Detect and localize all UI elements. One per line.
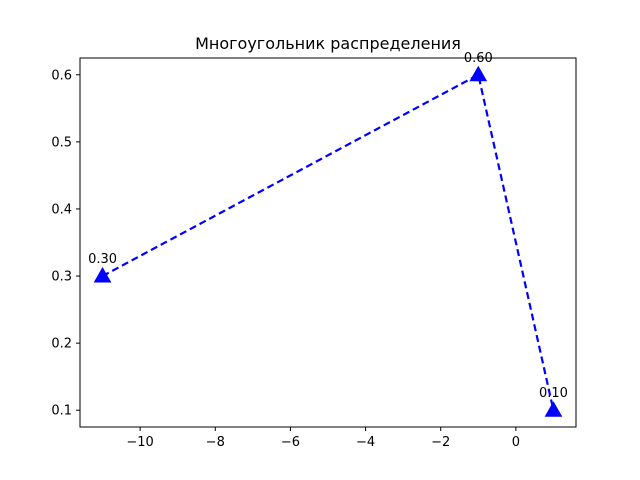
y-axis: 0.1 0.2 0.3 0.4 0.5 0.6: [51, 68, 80, 419]
x-tick-label: −10: [126, 435, 153, 450]
x-tick-label: −4: [356, 435, 375, 450]
data-point: [544, 401, 563, 417]
x-tick-label: −6: [281, 435, 300, 450]
x-axis: −10 −8 −6 −4 −2 0: [126, 427, 520, 450]
y-tick-label: 0.4: [51, 202, 72, 217]
y-tick-label: 0.3: [51, 270, 72, 285]
y-tick-label: 0.2: [51, 337, 72, 352]
data-point: [93, 267, 112, 283]
data-point: [469, 65, 488, 82]
data-label: 0.60: [464, 51, 493, 66]
x-tick-label: −8: [206, 435, 225, 450]
y-tick-label: 0.6: [51, 68, 72, 83]
series-layer: 0.30 0.60 0.10: [88, 51, 568, 417]
x-tick-label: −2: [431, 435, 450, 450]
data-label: 0.30: [88, 252, 117, 267]
chart-title: Многоугольник распределения: [195, 34, 461, 53]
plot-area: [79, 57, 577, 428]
series-line: [102, 73, 555, 411]
data-label: 0.10: [539, 386, 568, 401]
y-tick-label: 0.5: [51, 135, 72, 150]
y-tick-label: 0.1: [51, 404, 72, 419]
x-tick-label: 0: [512, 435, 520, 450]
